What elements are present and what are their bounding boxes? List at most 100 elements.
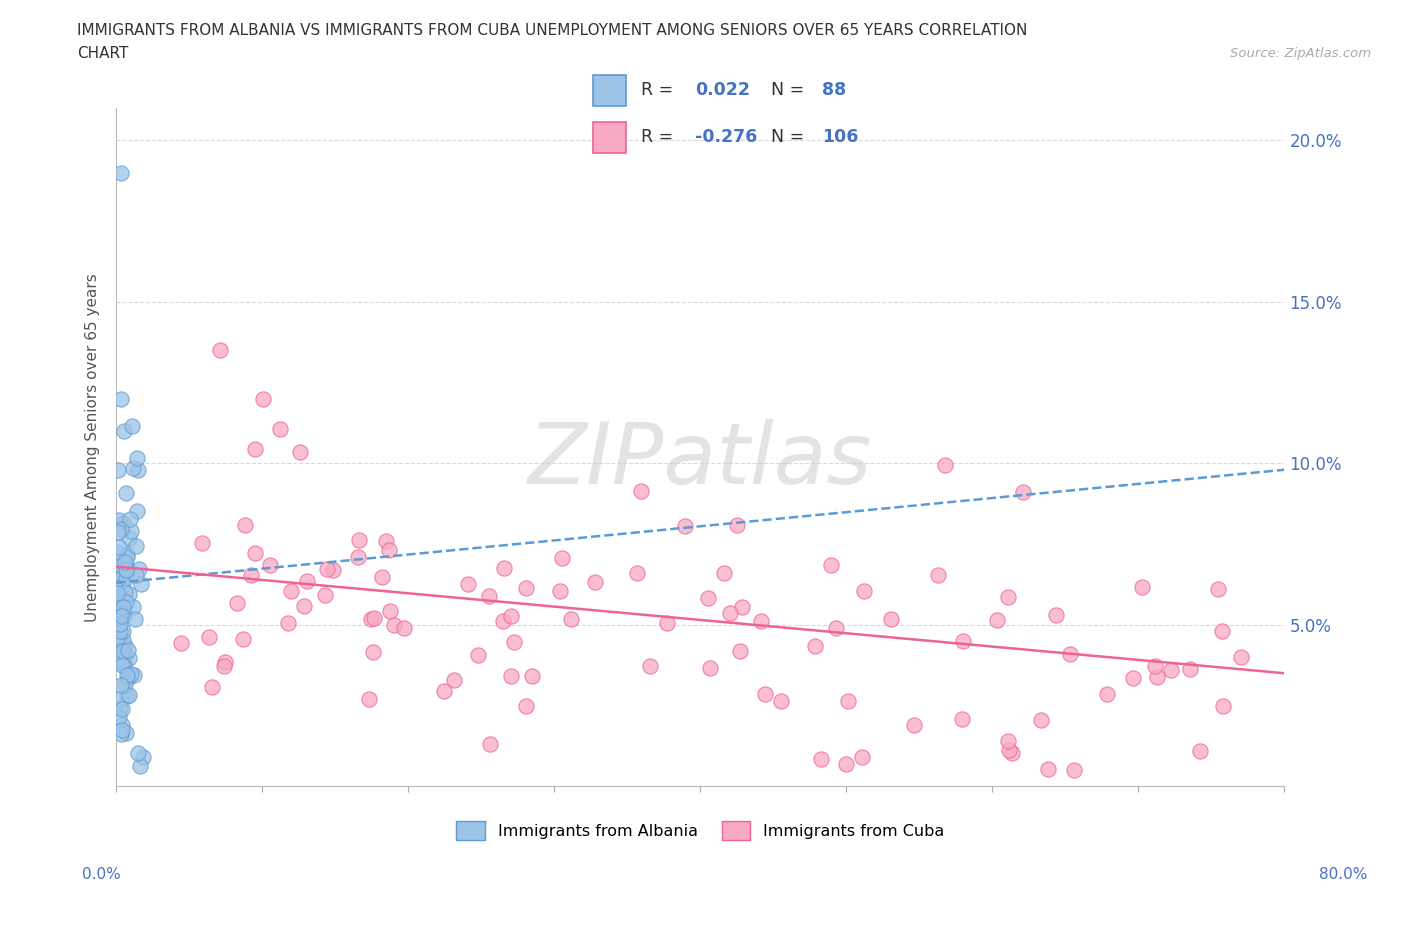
Point	[114, 647, 136, 662]
Point	[479, 737, 502, 751]
Point	[392, 621, 415, 636]
Point	[129, 759, 152, 774]
Point	[630, 484, 652, 498]
Point	[117, 670, 139, 684]
Point	[1178, 662, 1201, 677]
Point	[375, 534, 398, 549]
Text: IMMIGRANTS FROM ALBANIA VS IMMIGRANTS FROM CUBA UNEMPLOYMENT AMONG SENIORS OVER : IMMIGRANTS FROM ALBANIA VS IMMIGRANTS FR…	[77, 23, 1028, 38]
Point	[127, 462, 149, 477]
Point	[548, 584, 571, 599]
Point	[1097, 686, 1119, 701]
Point	[108, 636, 131, 651]
Point	[115, 550, 138, 565]
Point	[110, 166, 132, 180]
Point	[997, 590, 1019, 604]
Point	[515, 698, 537, 713]
Point	[245, 442, 267, 457]
Point	[259, 558, 281, 573]
Point	[115, 547, 138, 562]
Point	[1012, 485, 1035, 499]
Text: CHART: CHART	[77, 46, 129, 61]
Text: N =: N =	[770, 82, 804, 100]
Point	[835, 756, 858, 771]
Point	[1144, 659, 1167, 674]
Point	[117, 671, 139, 686]
Point	[112, 644, 135, 658]
Text: 106: 106	[823, 128, 859, 146]
Point	[111, 718, 134, 733]
Point	[1160, 663, 1182, 678]
Point	[640, 658, 662, 673]
Point	[673, 519, 696, 534]
Point	[626, 566, 648, 581]
Point	[1211, 624, 1233, 639]
Point	[239, 567, 262, 582]
Point	[114, 554, 136, 569]
Point	[108, 709, 131, 724]
Point	[697, 591, 720, 605]
Point	[108, 624, 131, 639]
Point	[214, 655, 236, 670]
Point	[503, 635, 526, 650]
Point	[115, 594, 138, 609]
Point	[810, 751, 832, 766]
Point	[114, 658, 136, 673]
Point	[371, 570, 394, 585]
Point	[363, 611, 385, 626]
Point	[110, 392, 132, 406]
Point	[322, 562, 344, 577]
Point	[112, 516, 135, 531]
Point	[111, 623, 134, 638]
Point	[233, 517, 256, 532]
Point	[118, 687, 141, 702]
Point	[252, 392, 274, 406]
Point	[105, 631, 128, 645]
Point	[986, 612, 1008, 627]
Point	[934, 458, 956, 472]
Point	[125, 504, 148, 519]
Text: 88: 88	[823, 82, 846, 100]
Point	[110, 571, 132, 586]
Text: R =: R =	[641, 82, 673, 100]
Point	[280, 584, 302, 599]
Point	[111, 589, 134, 604]
Point	[443, 672, 465, 687]
Point	[359, 691, 381, 706]
Point	[105, 545, 128, 560]
Point	[820, 557, 842, 572]
Point	[107, 591, 129, 605]
Point	[725, 518, 748, 533]
Point	[804, 639, 827, 654]
Legend: Immigrants from Albania, Immigrants from Cuba: Immigrants from Albania, Immigrants from…	[450, 815, 950, 846]
Point	[292, 599, 315, 614]
Point	[824, 620, 846, 635]
Point	[952, 633, 974, 648]
Point	[112, 605, 135, 620]
Point	[112, 632, 135, 647]
Point	[112, 423, 135, 438]
Point	[110, 617, 132, 631]
Point	[295, 573, 318, 588]
Text: Source: ZipAtlas.com: Source: ZipAtlas.com	[1230, 46, 1371, 60]
Point	[110, 701, 132, 716]
Point	[115, 688, 138, 703]
Point	[225, 596, 247, 611]
Point	[501, 669, 523, 684]
Point	[115, 667, 138, 682]
Point	[112, 607, 135, 622]
Point	[125, 451, 148, 466]
Point	[169, 635, 191, 650]
Point	[212, 659, 235, 674]
Point	[110, 727, 132, 742]
Point	[110, 624, 132, 639]
Point	[208, 343, 231, 358]
Point	[122, 668, 145, 683]
FancyBboxPatch shape	[592, 75, 626, 106]
Point	[1212, 698, 1234, 713]
Point	[879, 611, 901, 626]
Point	[467, 647, 489, 662]
Point	[111, 639, 134, 654]
Point	[316, 562, 339, 577]
Text: 0.0%: 0.0%	[82, 867, 121, 882]
Point	[1045, 607, 1067, 622]
